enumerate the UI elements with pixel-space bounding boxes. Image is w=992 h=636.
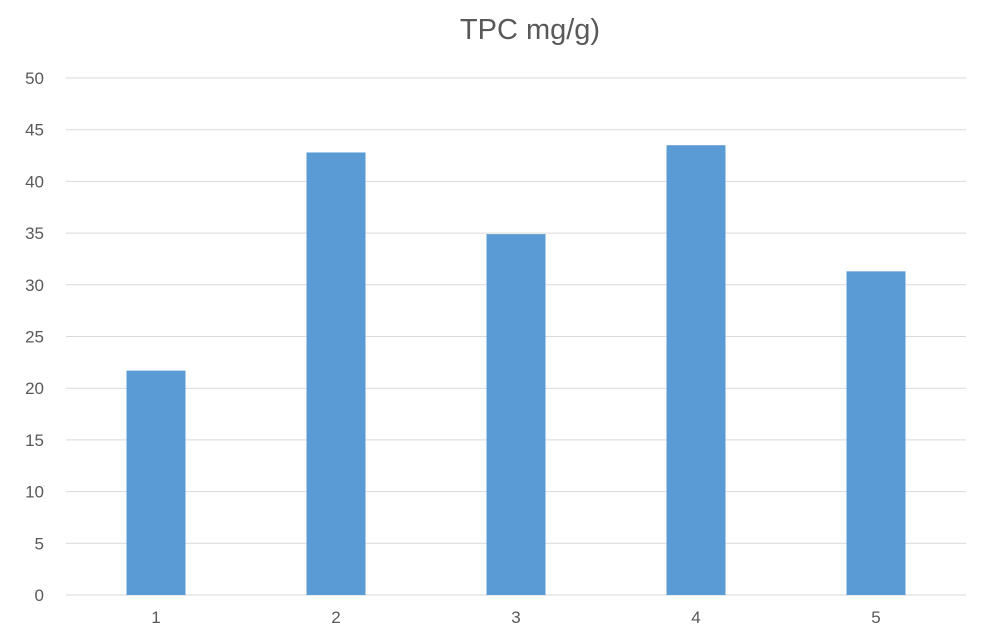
x-tick-label: 5 bbox=[871, 608, 880, 627]
bar-3 bbox=[487, 234, 546, 595]
bar-5 bbox=[847, 271, 906, 595]
x-tick-label: 2 bbox=[331, 608, 340, 627]
y-tick-label: 25 bbox=[25, 328, 44, 347]
y-tick-label: 0 bbox=[35, 586, 44, 605]
x-axis: 1 2 3 4 5 bbox=[151, 608, 880, 627]
y-tick-label: 15 bbox=[25, 431, 44, 450]
x-tick-label: 3 bbox=[511, 608, 520, 627]
x-tick-label: 1 bbox=[151, 608, 160, 627]
y-tick-label: 10 bbox=[25, 483, 44, 502]
y-tick-label: 50 bbox=[25, 69, 44, 88]
y-axis: 0 5 10 15 20 25 30 35 40 45 50 bbox=[25, 69, 44, 605]
bar-4 bbox=[667, 145, 726, 595]
bar-1 bbox=[127, 371, 186, 595]
bar-2 bbox=[307, 152, 366, 595]
bars bbox=[127, 145, 906, 595]
y-tick-label: 5 bbox=[35, 534, 44, 553]
y-tick-label: 40 bbox=[25, 172, 44, 191]
y-tick-label: 35 bbox=[25, 224, 44, 243]
y-tick-label: 30 bbox=[25, 276, 44, 295]
x-tick-label: 4 bbox=[691, 608, 700, 627]
y-tick-label: 45 bbox=[25, 121, 44, 140]
y-tick-label: 20 bbox=[25, 379, 44, 398]
